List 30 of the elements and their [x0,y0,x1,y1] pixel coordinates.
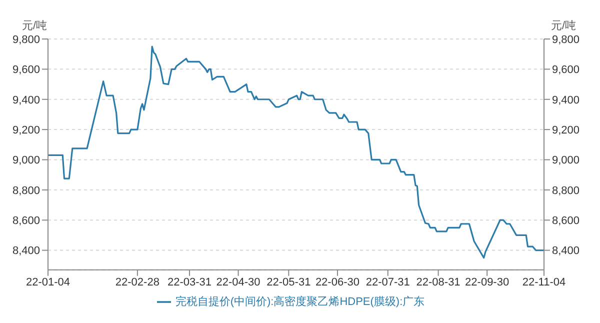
y2-tick-label: 9,600 [552,64,580,76]
x-tick-label: 22-09-30 [465,276,510,289]
x-tick-label: 22-07-31 [366,276,410,289]
y2-tick-label: 8,400 [552,245,580,258]
x-tick-label: 22-06-30 [315,276,360,289]
y-tick-label: 9,400 [12,94,40,106]
line-series [48,46,544,259]
y-tick-label: 8,600 [12,215,40,228]
y-tick-label: 9,000 [12,154,40,167]
x-tick-label: 22-05-31 [266,276,311,289]
x-tick-label: 22-02-28 [115,276,160,289]
y-tick-label: 9,600 [12,64,40,76]
y-axis-title: 元/吨 [22,19,48,33]
x-tick-label: 22-08-31 [416,276,460,289]
y-tick-label: 8,400 [12,245,40,258]
y2-tick-label: 8,600 [552,215,580,228]
y2-axis-title: 元/吨 [550,19,576,33]
y-tick-label: 8,800 [12,184,40,197]
x-tick-label: 22-03-31 [167,276,212,289]
y-tick-label: 9,200 [12,124,40,136]
y2-tick-label: 9,200 [552,124,580,136]
x-tick-label: 22-11-04 [522,276,566,289]
y-tick-label: 9,800 [12,34,40,46]
y2-tick-label: 9,800 [552,34,580,46]
y2-tick-label: 9,000 [552,154,580,167]
legend-label: 完税自提价(中间价):高密度聚乙烯HDPE(膜级):广东 [175,296,425,308]
x-tick-label: 22-01-04 [26,276,70,289]
y2-tick-label: 9,400 [552,94,580,106]
x-tick-label: 22-04-30 [216,276,260,289]
y2-tick-label: 8,800 [552,184,580,197]
